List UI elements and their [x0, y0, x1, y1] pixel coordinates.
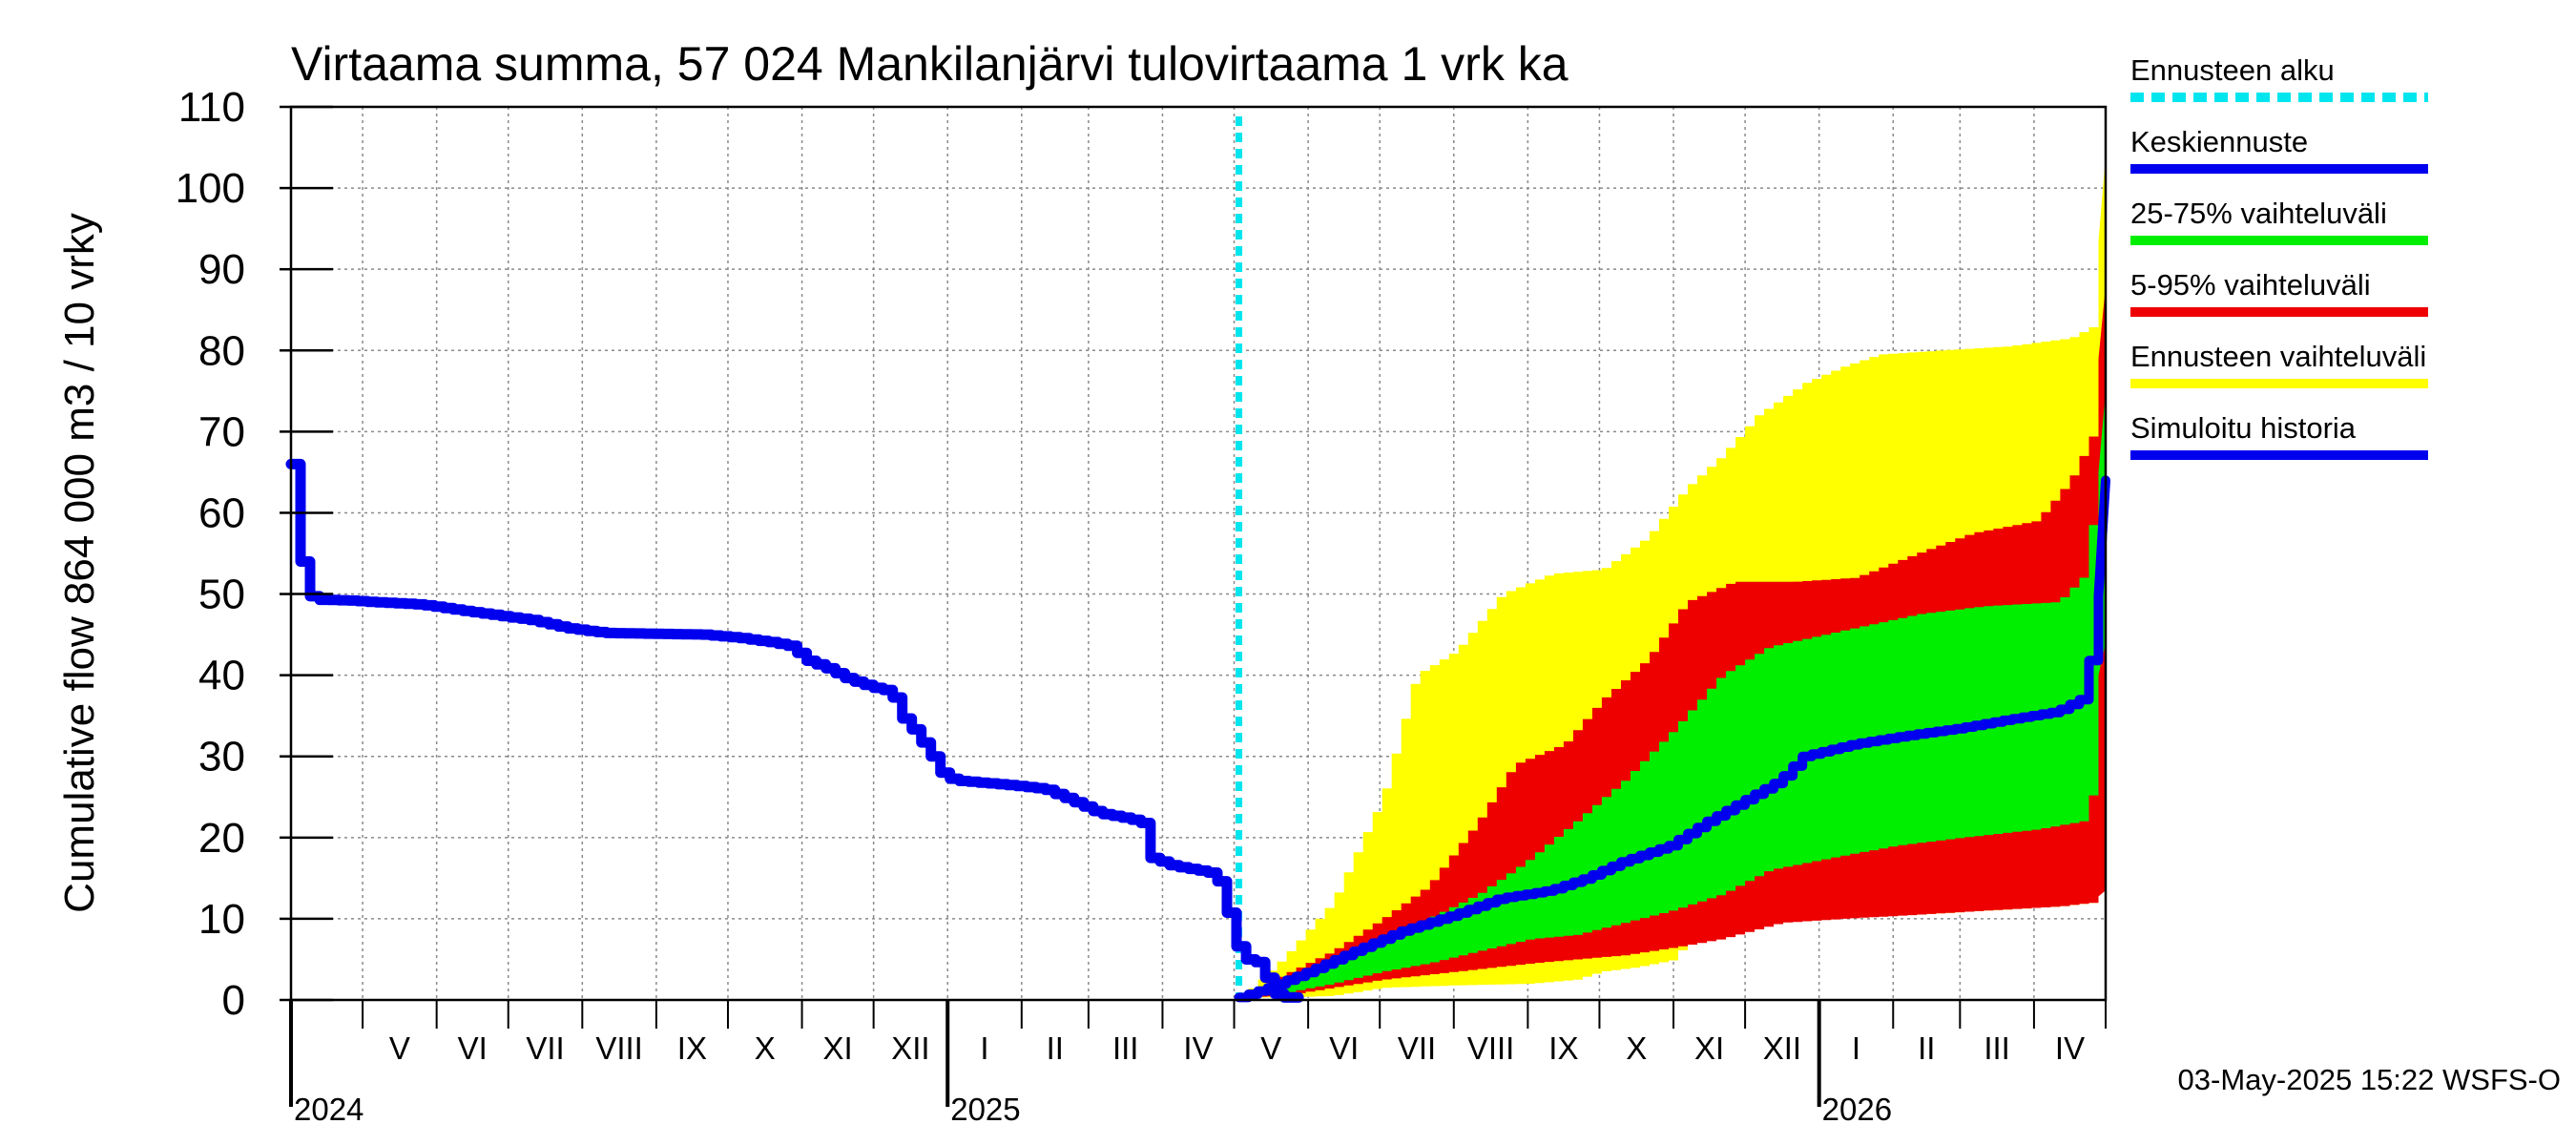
median-line: [1234, 475, 2110, 1003]
x-month-label: XI: [1694, 1030, 1724, 1066]
x-month-label: XII: [1763, 1030, 1801, 1066]
legend-label: Ennusteen alku: [2130, 53, 2335, 87]
y-tick-label: 40: [198, 653, 245, 699]
legend-label: Ennusteen vaihteluväli: [2130, 340, 2426, 373]
legend-label: 5-95% vaihteluväli: [2130, 268, 2371, 302]
x-month-label: III: [1984, 1030, 2010, 1066]
y-tick-label: 0: [222, 977, 245, 1024]
x-month-label: IV: [1183, 1030, 1213, 1066]
plot-border: [289, 105, 2108, 1002]
chart-title: Virtaama summa, 57 024 Mankilanjärvi tul…: [291, 37, 1568, 91]
y-tick-label: 90: [198, 246, 245, 293]
plot-frame: [289, 105, 2108, 1002]
band-25-75: [1238, 390, 2106, 998]
x-month-label: VI: [1329, 1030, 1359, 1066]
footer-timestamp: 03-May-2025 15:22 WSFS-O: [2178, 1063, 2561, 1096]
x-month-label: VII: [1398, 1030, 1436, 1066]
x-month-label: V: [389, 1030, 410, 1066]
x-month-label: IX: [1548, 1030, 1578, 1066]
x-month-label: VII: [526, 1030, 564, 1066]
y-tick-label: 10: [198, 896, 245, 943]
x-month-label: IV: [2055, 1030, 2085, 1066]
y-tick-label: 70: [198, 408, 245, 455]
x-month-label: III: [1112, 1030, 1139, 1066]
y-tick-label: 50: [198, 572, 245, 618]
y-tick-label: 20: [198, 815, 245, 862]
x-month-label: X: [755, 1030, 776, 1066]
y-axis-label: Cumulative flow 864 000 m3 / 10 vrky: [56, 213, 103, 913]
legend-label: Keskiennuste: [2130, 125, 2308, 158]
x-month-label: XI: [823, 1030, 853, 1066]
y-tick-label: 110: [178, 84, 245, 131]
x-year-label: 2025: [950, 1092, 1020, 1127]
x-axis: V VI VII VIII IX X XI XII I II III IV V VI VII VIII IX X X…: [289, 1000, 2107, 1127]
legend: Ennusteen alku Keskiennuste 25-75% vaihtel…: [2130, 53, 2428, 460]
y-tick-label: 30: [198, 734, 245, 781]
history-line: [285, 458, 1304, 1003]
x-month-label: VIII: [595, 1030, 643, 1066]
series-lines: [285, 116, 2110, 1003]
legend-label: Simuloitu historia: [2130, 411, 2357, 445]
x-month-label: VIII: [1467, 1030, 1515, 1066]
x-year-label: 2026: [1822, 1092, 1892, 1127]
forecast-bands: [1238, 156, 2106, 998]
x-month-label: X: [1626, 1030, 1647, 1066]
y-ticks: 0 10 20 30 40 50 60 70 80 90 100 110: [176, 84, 333, 1024]
x-month-label: XII: [891, 1030, 929, 1066]
y-tick-label: 80: [198, 327, 245, 374]
x-year-label: 2024: [294, 1092, 364, 1127]
x-month-label: I: [980, 1030, 988, 1066]
x-month-label: II: [1047, 1030, 1064, 1066]
x-month-label: VI: [458, 1030, 488, 1066]
x-month-label: I: [1852, 1030, 1860, 1066]
x-month-label: V: [1260, 1030, 1281, 1066]
x-month-label: II: [1918, 1030, 1935, 1066]
x-month-label: IX: [677, 1030, 707, 1066]
y-tick-label: 100: [176, 165, 245, 212]
legend-label: 25-75% vaihteluväli: [2130, 197, 2387, 230]
y-tick-label: 60: [198, 489, 245, 536]
